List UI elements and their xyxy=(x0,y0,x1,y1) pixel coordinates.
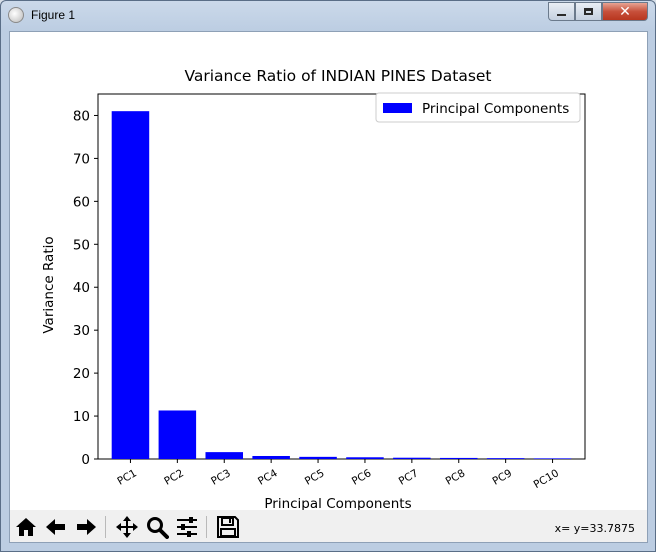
legend-label: Principal Components xyxy=(422,101,569,117)
bar-pc4 xyxy=(252,455,290,459)
window-title: Figure 1 xyxy=(31,8,76,22)
x-tick-label: PC4 xyxy=(256,467,280,488)
maximize-button[interactable] xyxy=(575,2,602,21)
y-tick-label: 0 xyxy=(81,452,90,468)
figure-canvas: PC1 PC2 PC3 PC4 PC5 PC6 PC7 PC8 PC9 PC10 0 10 20 30 40… xyxy=(9,31,648,543)
legend-swatch xyxy=(383,103,412,113)
toolbar-separator xyxy=(206,516,207,538)
minimize-button[interactable] xyxy=(548,2,575,21)
x-tick-label: PC3 xyxy=(209,467,233,488)
bar-pc10 xyxy=(533,458,572,459)
x-axis-label: Principal Components xyxy=(264,496,411,510)
y-tick-label: 60 xyxy=(73,194,90,210)
home-button[interactable] xyxy=(12,514,40,540)
legend-frame xyxy=(375,92,581,123)
y-tick-label: 40 xyxy=(73,280,90,296)
y-tick-label: 80 xyxy=(73,108,90,124)
y-tick-label: 30 xyxy=(73,323,90,339)
x-tick-label: PC10 xyxy=(532,467,561,491)
y-tick-label: 50 xyxy=(73,237,90,253)
bar-pc5 xyxy=(299,456,337,459)
plot-area: PC1 PC2 PC3 PC4 PC5 PC6 PC7 PC8 PC9 PC10 0 10 20 30 40… xyxy=(41,67,586,510)
chart-title: Variance Ratio of INDIAN PINES Dataset xyxy=(184,67,491,85)
y-tick-label: 70 xyxy=(73,151,90,167)
floppy-disk-icon xyxy=(217,516,239,538)
back-button[interactable] xyxy=(42,514,70,540)
cursor-coordinates: x= y=33.7875 xyxy=(554,522,635,535)
x-tick-label: PC7 xyxy=(397,467,421,488)
minimize-icon xyxy=(557,13,566,16)
pan-button[interactable] xyxy=(113,514,141,540)
move-icon xyxy=(116,516,138,538)
app-icon xyxy=(8,7,24,23)
navigation-toolbar: x= y=33.7875 xyxy=(10,510,647,542)
x-tick-label: PC9 xyxy=(491,467,515,488)
bar-pc1 xyxy=(111,111,150,460)
forward-button[interactable] xyxy=(72,514,100,540)
arrow-left-icon xyxy=(46,519,65,535)
home-icon xyxy=(16,518,36,536)
y-tick-label: 10 xyxy=(73,409,90,425)
bar-pc3 xyxy=(205,452,244,459)
toolbar-separator xyxy=(105,516,106,538)
x-tick-label: PC8 xyxy=(444,467,468,488)
sliders-icon xyxy=(177,517,197,537)
legend: Principal Components xyxy=(375,92,581,123)
bar-pc8 xyxy=(439,457,478,459)
bar-pc6 xyxy=(346,457,384,459)
x-tick-label: PC1 xyxy=(115,467,139,488)
title-bar[interactable]: Figure 1 ✕ xyxy=(1,1,655,31)
x-tick-label: PC2 xyxy=(162,467,186,488)
x-tick-label: PC6 xyxy=(350,467,374,488)
arrow-right-icon xyxy=(77,519,96,535)
close-button[interactable]: ✕ xyxy=(602,2,648,21)
maximize-icon xyxy=(584,8,593,15)
bar-pc9 xyxy=(486,458,525,459)
axes-frame xyxy=(97,93,586,460)
magnifier-icon xyxy=(147,517,169,539)
y-axis-label: Variance Ratio xyxy=(41,236,57,333)
zoom-button[interactable] xyxy=(143,514,171,540)
bar-pc2 xyxy=(158,410,197,459)
bar-pc7 xyxy=(393,457,431,459)
close-icon: ✕ xyxy=(619,3,631,20)
x-tick-label: PC5 xyxy=(303,467,327,488)
y-tick-label: 20 xyxy=(73,366,90,382)
configure-button[interactable] xyxy=(173,514,201,540)
save-button[interactable] xyxy=(214,514,242,540)
